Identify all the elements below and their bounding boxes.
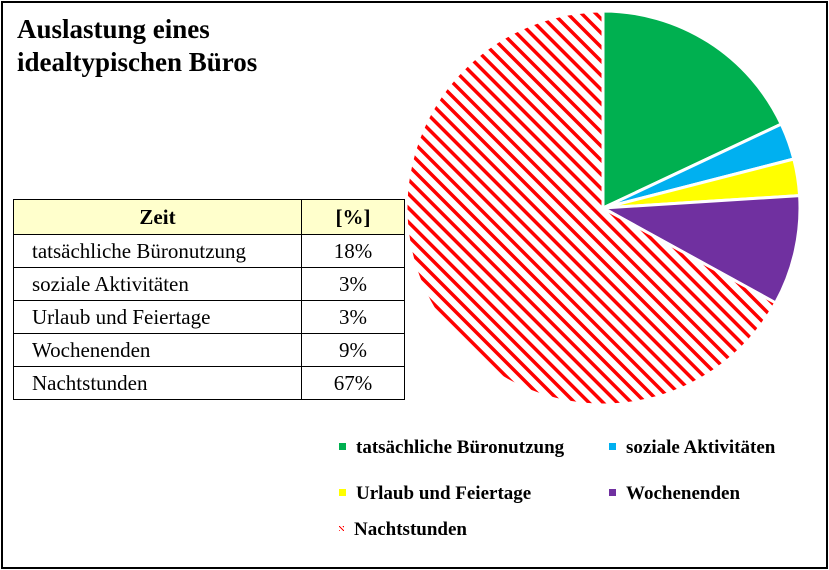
table-cell-label: soziale Aktivitäten [13,267,302,301]
table-row: Nachtstunden 67% [13,366,405,400]
chart-title: Auslastung eines idealtypischen Büros [17,13,347,79]
table-cell-value: 18% [301,234,405,268]
legend-item-bueronutzung: tatsächliche Büronutzung [339,435,564,461]
table-cell-value: 3% [301,300,405,334]
table-cell-label: tatsächliche Büronutzung [13,234,302,268]
table-row: Wochenenden 9% [13,333,405,367]
table-cell-label: Urlaub und Feiertage [13,300,302,334]
table-header-percent: [%] [301,199,405,235]
table-header-zeit: Zeit [13,199,302,235]
pie-slice-wochenenden [597,194,802,305]
legend-swatch-blue [609,443,616,451]
table-header-row: Zeit [%] [13,199,405,235]
pie-slice-bueronutzung [601,9,784,211]
table-cell-label: Nachtstunden [13,366,302,400]
chart-title-line-2: idealtypischen Büros [17,47,258,77]
legend-item-soziale-aktivitaeten: soziale Aktivitäten [609,435,775,461]
legend-label: Urlaub und Feiertage [356,483,532,504]
legend-item-urlaub: Urlaub und Feiertage [339,481,531,507]
legend-label: Wochenenden [626,483,741,504]
table-cell-value: 9% [301,333,405,367]
legend-label: tatsächliche Büronutzung [356,437,565,458]
legend-swatch-green [339,443,346,451]
legend-label: soziale Aktivitäten [626,437,776,458]
table-row: tatsächliche Büronutzung 18% [13,234,405,268]
pie-chart [404,9,802,407]
legend-swatch-purple [609,489,616,497]
table-cell-value: 67% [301,366,405,400]
data-table: Zeit [%] tatsächliche Büronutzung 18% so… [13,199,405,400]
pie-slice-nachtstunden [404,9,778,407]
legend-item-wochenenden: Wochenenden [609,481,740,507]
legend-label: Nachtstunden [354,519,467,540]
chart-title-line-1: Auslastung eines [17,14,210,44]
legend-swatch-yellow [339,489,346,497]
table-row: soziale Aktivitäten 3% [13,267,405,301]
table-cell-value: 3% [301,267,405,301]
legend-swatch-hatched-red [339,526,344,532]
table-cell-label: Wochenenden [13,333,302,367]
pie-slices [404,9,802,407]
table-row: Urlaub und Feiertage 3% [13,300,405,334]
legend-item-nachtstunden: Nachtstunden [339,517,467,543]
